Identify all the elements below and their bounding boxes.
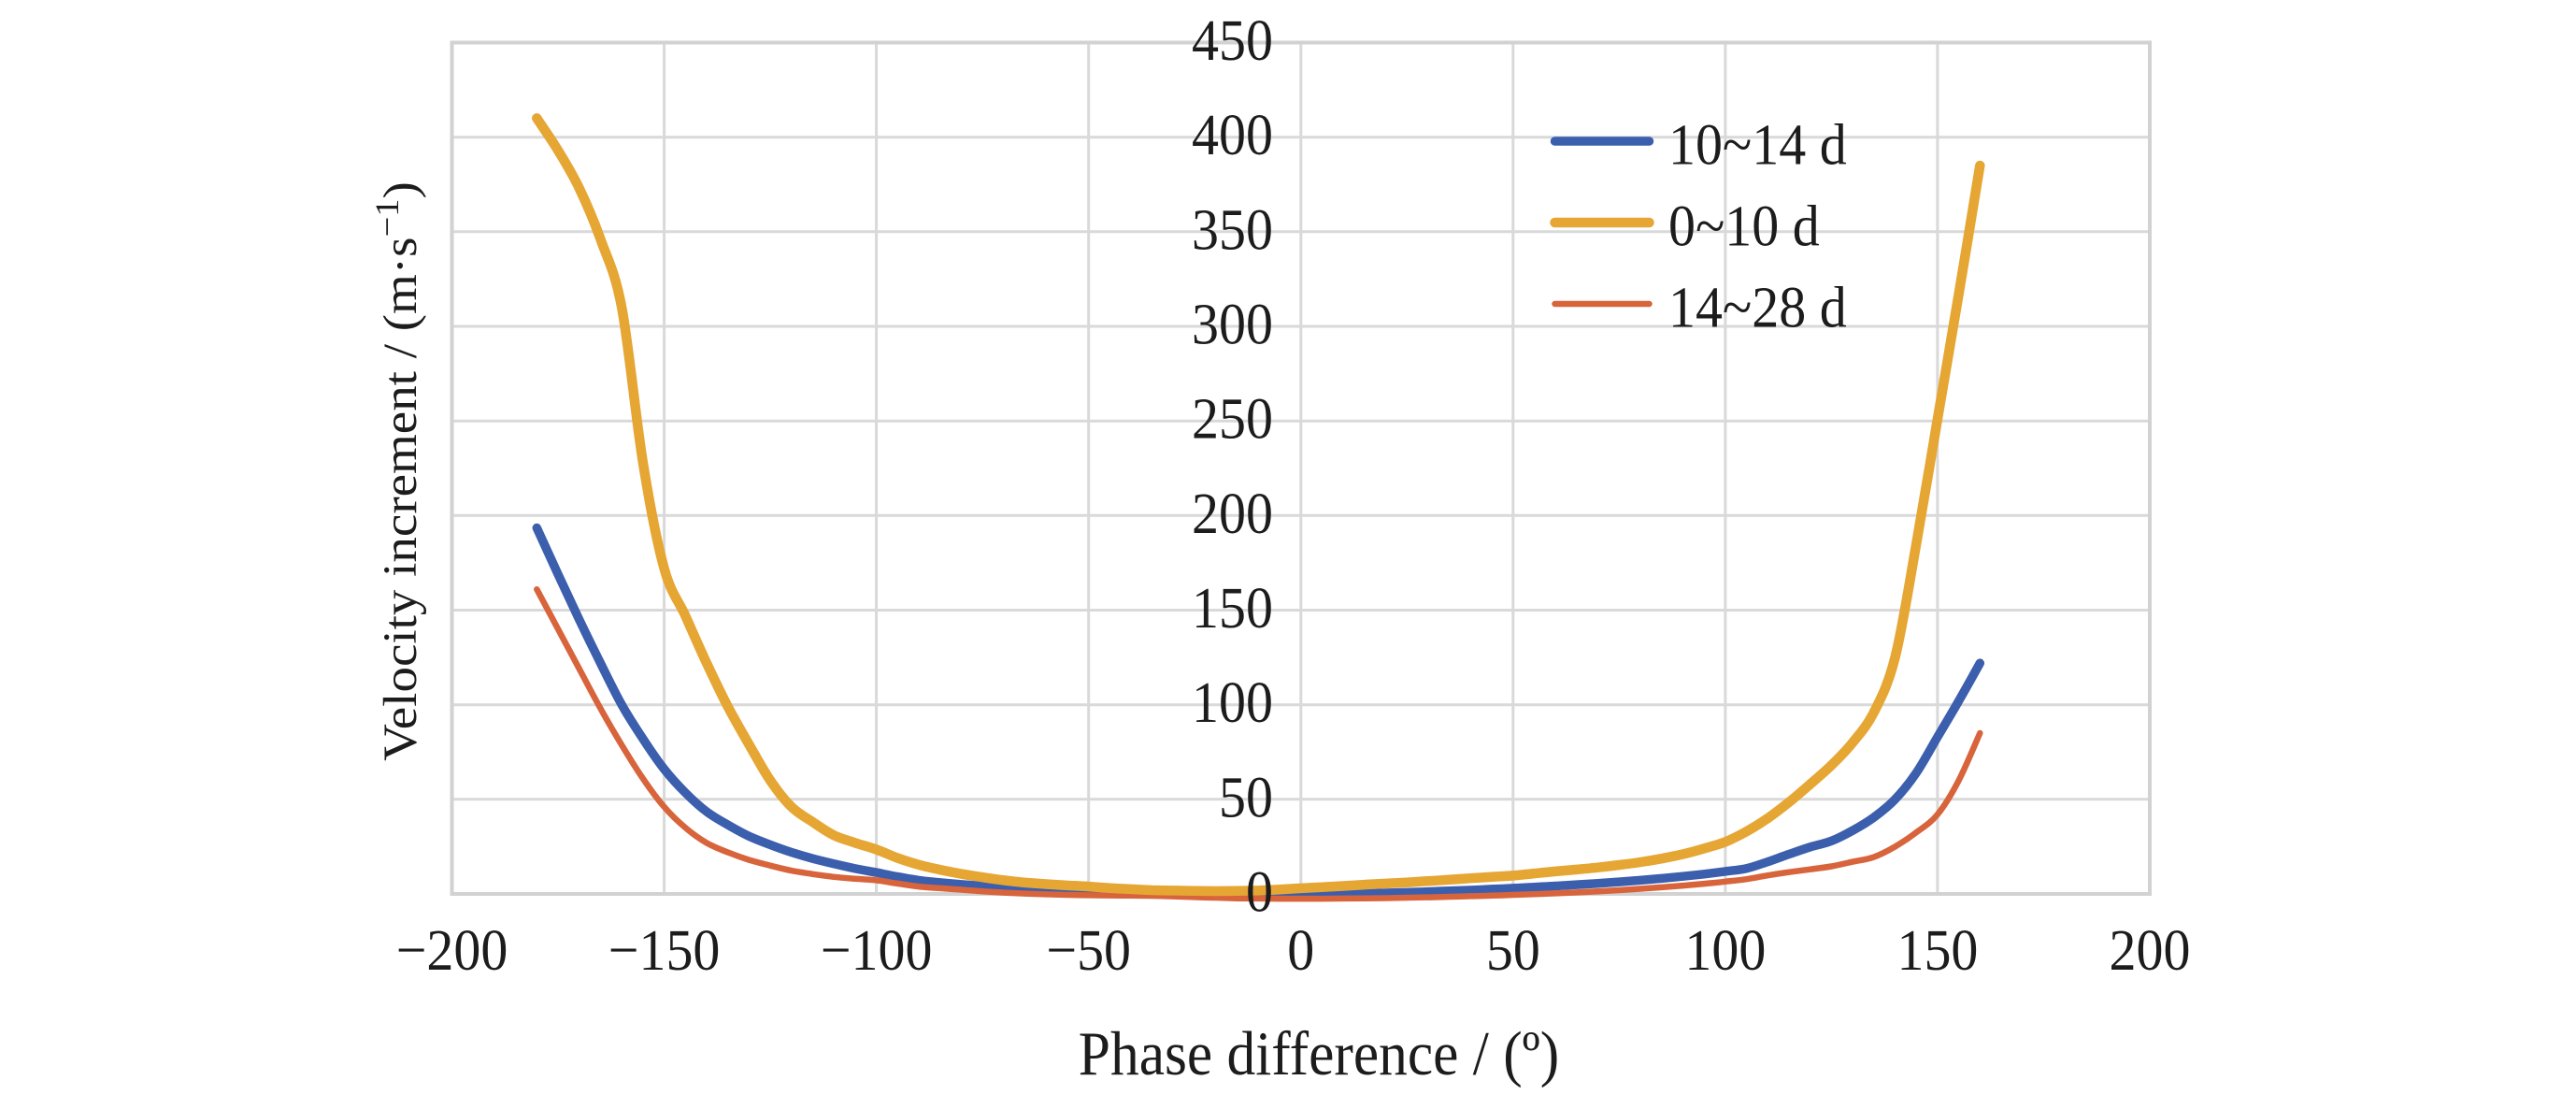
svg-text:50: 50 — [1486, 918, 1540, 984]
svg-text:−150: −150 — [608, 918, 721, 984]
svg-text:100: 100 — [1192, 670, 1273, 736]
svg-text:300: 300 — [1192, 292, 1273, 357]
svg-text:Phase difference / (º): Phase difference / (º) — [1079, 1019, 1559, 1088]
svg-text:200: 200 — [2110, 918, 2191, 984]
svg-text:400: 400 — [1192, 103, 1273, 168]
svg-text:150: 150 — [1896, 918, 1978, 984]
svg-text:0~10 d: 0~10 d — [1668, 194, 1820, 259]
svg-text:150: 150 — [1192, 576, 1273, 641]
svg-text:−200: −200 — [396, 918, 508, 984]
svg-text:−100: −100 — [821, 918, 933, 984]
svg-text:350: 350 — [1192, 197, 1273, 263]
svg-text:100: 100 — [1684, 918, 1766, 984]
svg-text:0: 0 — [1287, 918, 1314, 984]
svg-text:−50: −50 — [1046, 918, 1131, 984]
svg-text:250: 250 — [1192, 387, 1273, 453]
svg-text:14~28 d: 14~28 d — [1668, 275, 1847, 340]
svg-text:450: 450 — [1192, 8, 1273, 74]
svg-text:0: 0 — [1246, 859, 1273, 925]
svg-text:200: 200 — [1192, 482, 1273, 547]
svg-text:Velocity increment / (m·s−1): Velocity increment / (m·s−1) — [369, 181, 427, 761]
svg-text:10~14 d: 10~14 d — [1668, 112, 1847, 178]
svg-text:50: 50 — [1219, 765, 1273, 830]
